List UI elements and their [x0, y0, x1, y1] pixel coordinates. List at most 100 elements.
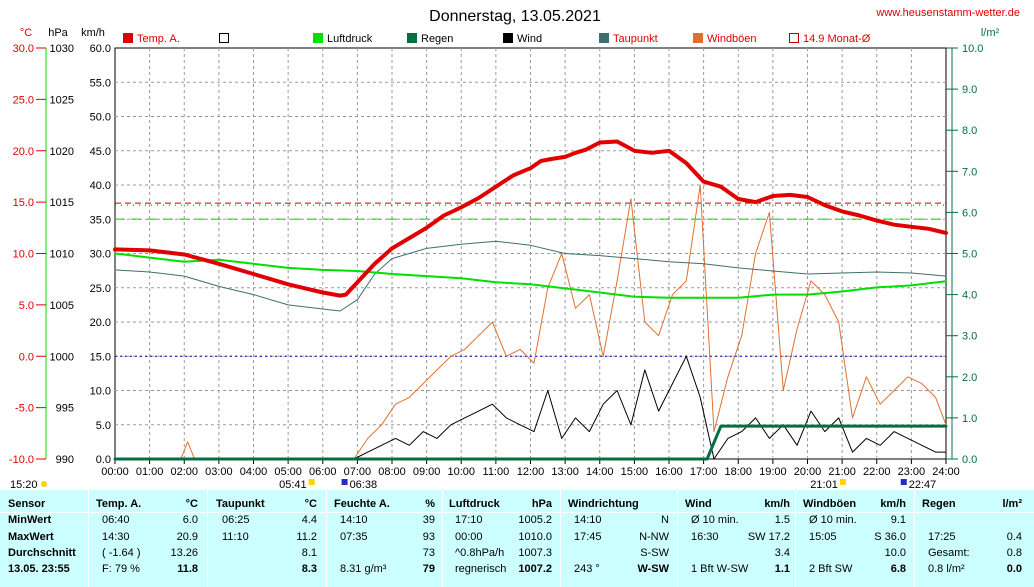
x-tick-label: 03:00 — [205, 466, 233, 478]
x-tick-label: 23:00 — [898, 466, 926, 478]
x-tick-label: 18:00 — [724, 466, 752, 478]
cell-value: 1010.0 — [518, 531, 552, 543]
temp-axis-unit: °C — [20, 27, 32, 39]
cell-detail: 16:30 — [691, 531, 719, 543]
cell-value: 9.1 — [890, 514, 906, 526]
legend-swatch — [313, 33, 323, 43]
column-header: Sensor — [8, 498, 46, 510]
x-tick-label: 22:00 — [863, 466, 891, 478]
column-header: Feuchte A. — [334, 498, 390, 510]
cell-detail: 07:35 — [340, 531, 368, 543]
x-tick-label: 08:00 — [378, 466, 406, 478]
rain-tick-label: 5.0 — [962, 249, 977, 261]
x-tick-label: 05:00 — [274, 466, 302, 478]
legend-swatch — [219, 33, 229, 43]
wind-tick-label: 45.0 — [90, 146, 111, 158]
cell-value: 11.2 — [296, 531, 317, 543]
cell-value: 3.4 — [774, 547, 790, 559]
legend-swatch — [693, 33, 703, 43]
site-url: www.heusenstamm-wetter.de — [875, 7, 1020, 19]
cell-value: 1.1 — [774, 563, 790, 575]
wind-tick-label: 15.0 — [90, 351, 111, 363]
wind-tick-label: 0.0 — [96, 454, 111, 466]
x-tick-label: 04:00 — [240, 466, 268, 478]
cell-detail: 11:10 — [222, 531, 249, 543]
wind-tick-label: 30.0 — [90, 249, 111, 261]
x-tick-label: 06:00 — [309, 466, 337, 478]
rain-tick-label: 7.0 — [962, 166, 977, 178]
column-separator — [677, 490, 678, 587]
row-label: MinWert — [8, 514, 52, 526]
cell-value: W-SW — [637, 563, 669, 575]
x-tick-label: 10:00 — [447, 466, 475, 478]
cell-detail: 14:10 — [574, 514, 602, 526]
cell-value: N-NW — [639, 531, 669, 543]
cell-value: 0.8 — [1006, 547, 1022, 559]
cell-detail: ( -1.64 ) — [102, 547, 141, 559]
cell-value: 11.8 — [177, 563, 198, 575]
cell-value: 8.1 — [301, 547, 317, 559]
wind-tick-label: 40.0 — [90, 180, 111, 192]
header-separator — [0, 512, 1034, 513]
cell-value: 1007.2 — [518, 563, 552, 575]
temp-tick-label: 0.0 — [19, 351, 34, 363]
cell-value: SW 17.2 — [747, 531, 790, 543]
sun-time-label: 21:01 — [810, 479, 838, 490]
wind-tick-label: 60.0 — [90, 43, 111, 55]
sun-icon — [41, 481, 47, 487]
cell-detail: 8.31 g/m³ — [340, 563, 387, 575]
temp-tick-label: -5.0 — [15, 403, 34, 415]
cell-detail: 243 ° — [574, 563, 600, 575]
column-header: Wind — [685, 498, 712, 510]
cell-value: 79 — [422, 563, 435, 575]
cell-detail: regnerisch — [455, 563, 507, 575]
cell-value: 4.4 — [301, 514, 317, 526]
legend-label: Windböen — [707, 33, 757, 45]
x-tick-label: 11:00 — [483, 466, 510, 478]
cell-detail: Ø 10 min. — [691, 514, 739, 526]
column-separator — [914, 490, 915, 587]
pressure-tick-label: 995 — [56, 403, 74, 415]
rain-tick-label: 0.0 — [962, 454, 977, 466]
wind-tick-label: 20.0 — [90, 317, 111, 329]
x-tick-label: 15:00 — [621, 466, 649, 478]
wind-tick-label: 35.0 — [90, 214, 111, 226]
column-separator — [326, 490, 327, 587]
rain-axis-unit: l/m² — [981, 27, 1000, 39]
sun-time-label: 06:38 — [350, 479, 378, 490]
cell-detail: 17:10 — [455, 514, 483, 526]
column-header: Windböen — [803, 498, 857, 510]
cell-detail: 14:30 — [102, 531, 130, 543]
column-unit: °C — [304, 498, 317, 510]
cell-value: S 36.0 — [874, 531, 906, 543]
column-separator — [88, 490, 89, 587]
cell-value: 1.5 — [774, 514, 790, 526]
cell-value: 6.0 — [182, 514, 198, 526]
temp-tick-label: 20.0 — [13, 146, 34, 158]
legend-swatch — [407, 33, 417, 43]
legend-label: Temp. A. — [137, 33, 180, 45]
series-windb-en-line — [180, 184, 947, 460]
chart-title: Donnerstag, 13.05.2021 — [429, 8, 601, 25]
cell-value: 6.8 — [890, 563, 906, 575]
x-tick-label: 12:00 — [517, 466, 545, 478]
x-tick-label: 07:00 — [344, 466, 372, 478]
cell-value: 13.26 — [170, 547, 198, 559]
cell-value: N — [661, 514, 669, 526]
pressure-tick-label: 1015 — [50, 197, 74, 209]
cell-detail: 06:25 — [222, 514, 250, 526]
pressure-tick-label: 1005 — [50, 300, 74, 312]
legend-label: Regen — [421, 33, 453, 45]
column-separator — [442, 490, 443, 587]
sun-marker-icon — [900, 479, 907, 485]
sun-marker-icon — [839, 479, 846, 485]
rain-tick-label: 9.0 — [962, 84, 977, 96]
column-separator — [560, 490, 561, 587]
temp-tick-label: 25.0 — [13, 94, 34, 106]
column-unit: °C — [185, 498, 198, 510]
x-tick-label: 20:00 — [794, 466, 822, 478]
row-label: MaxWert — [8, 531, 54, 543]
x-tick-label: 02:00 — [170, 466, 198, 478]
legend-swatch — [503, 33, 513, 43]
